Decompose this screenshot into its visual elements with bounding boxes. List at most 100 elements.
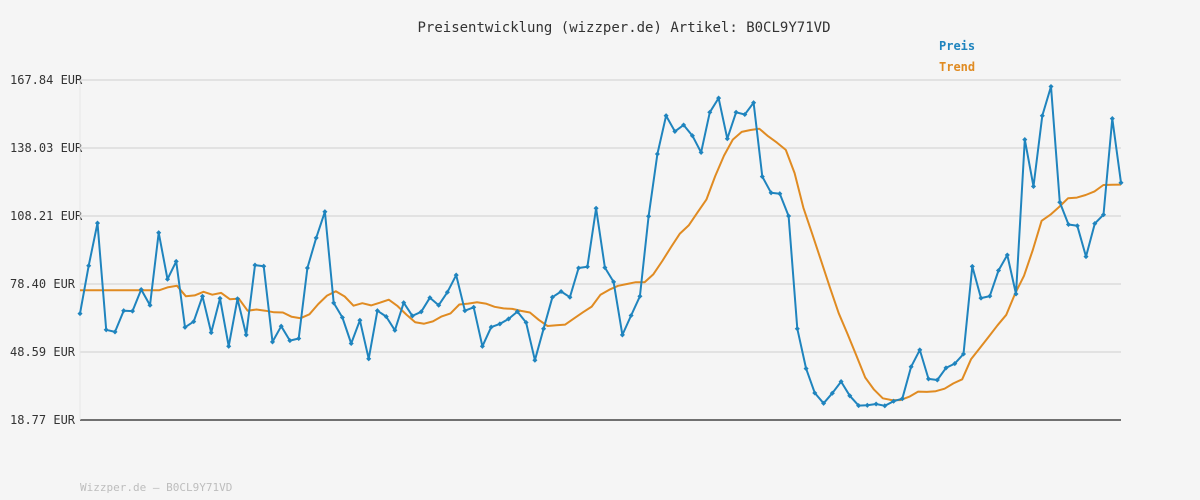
data-point-preis [1065, 221, 1072, 228]
series-layer [77, 83, 1124, 409]
series-line-preis [79, 85, 1122, 407]
data-point-preis [278, 323, 284, 329]
data-point-preis [549, 294, 555, 300]
data-point-preis [488, 324, 494, 330]
data-point-preis [322, 209, 328, 215]
data-point-preis [724, 136, 730, 142]
data-point-preis [234, 296, 241, 302]
data-point-preis [103, 327, 109, 333]
data-point-preis [943, 365, 949, 371]
data-point-preis [1030, 183, 1037, 189]
data-point-preis [173, 258, 179, 264]
data-point-preis [182, 324, 188, 330]
data-point-preis [523, 319, 529, 326]
data-point-preis [86, 263, 92, 269]
data-point-preis [698, 149, 704, 155]
data-point-preis [689, 133, 695, 139]
data-point-preis [1057, 199, 1063, 205]
data-point-preis [611, 279, 617, 285]
data-point-preis [1109, 116, 1115, 122]
data-point-preis [156, 230, 162, 236]
legend-preis: Preis [939, 39, 976, 53]
data-point-preis [847, 393, 853, 399]
y-tick-label: 138.03 EUR [10, 141, 83, 155]
data-point-preis [94, 220, 101, 226]
data-point-preis [794, 326, 800, 332]
data-point-preis [269, 339, 276, 345]
data-point-preis [401, 300, 407, 306]
data-point-preis [777, 191, 783, 197]
data-point-preis [471, 304, 477, 310]
data-point-preis [987, 293, 993, 299]
data-point-preis [304, 265, 310, 271]
data-point-preis [77, 311, 83, 317]
data-point-preis [191, 319, 197, 325]
data-point-preis [1013, 291, 1019, 297]
y-tick-label: 78.40 EUR [10, 277, 76, 291]
data-point-preis [444, 289, 450, 295]
data-point-preis [453, 272, 459, 278]
data-point-preis [628, 312, 634, 319]
data-point-preis [348, 340, 354, 347]
data-point-preis [261, 263, 267, 269]
data-point-preis [217, 295, 223, 301]
data-point-preis [1100, 212, 1107, 218]
data-point-preis [1118, 180, 1124, 186]
data-point-preis [462, 308, 468, 314]
data-point-preis [593, 205, 599, 211]
data-point-preis [164, 276, 171, 282]
data-point-preis [357, 317, 363, 323]
y-tick-label: 167.84 EUR [10, 73, 83, 87]
footer-source: Wizzper.de – B0CL9Y71VD [80, 481, 233, 494]
legend-trend: Trend [939, 60, 976, 74]
data-point-preis [296, 335, 302, 342]
data-point-preis [339, 314, 345, 321]
data-point-preis [436, 302, 442, 308]
data-point-preis [978, 295, 984, 301]
data-point-preis [1092, 221, 1098, 227]
data-point-preis [733, 109, 739, 115]
data-point-preis [812, 390, 818, 396]
data-point-preis [1022, 137, 1028, 143]
data-point-preis [532, 357, 538, 363]
y-tick-label: 48.59 EUR [10, 345, 76, 359]
data-point-preis [392, 327, 398, 333]
y-tick-label: 18.77 EUR [10, 413, 76, 427]
data-point-preis [882, 403, 888, 409]
data-point-preis [786, 213, 792, 219]
data-point-preis [366, 356, 372, 362]
y-tick-label: 108.21 EUR [10, 209, 83, 223]
data-point-preis [558, 288, 564, 295]
y-axis-ticks: 18.77 EUR 48.59 EUR 78.40 EUR 108.21 EUR 138… [10, 73, 83, 427]
data-point-preis [908, 364, 914, 370]
data-point-preis [383, 314, 389, 320]
data-point-preis [960, 351, 967, 357]
data-point-preis [541, 326, 547, 332]
data-point-preis [208, 330, 214, 336]
data-point-preis [313, 235, 319, 241]
data-point-preis [654, 151, 660, 157]
data-point-preis [584, 264, 590, 270]
data-point-preis [497, 321, 503, 327]
data-point-preis [602, 265, 608, 271]
data-point-preis [199, 293, 206, 299]
data-point-preis [864, 402, 870, 408]
data-point-preis [287, 338, 293, 344]
data-point-preis [129, 308, 136, 314]
data-point-preis [147, 302, 153, 308]
data-point-preis [925, 376, 932, 382]
data-point-preis [243, 332, 249, 338]
chart-title: Preisentwicklung (wizzper.de) Artikel: B… [417, 20, 831, 36]
data-point-preis [418, 309, 424, 315]
data-point-preis [646, 213, 652, 219]
data-point-preis [934, 377, 940, 383]
data-point-preis [427, 295, 433, 301]
data-point-preis [995, 267, 1002, 274]
data-point-preis [969, 263, 975, 269]
data-point-preis [138, 286, 144, 293]
data-point-preis [479, 343, 485, 349]
data-point-preis [226, 343, 232, 349]
data-point-preis [374, 308, 380, 314]
data-point-preis [567, 294, 573, 300]
